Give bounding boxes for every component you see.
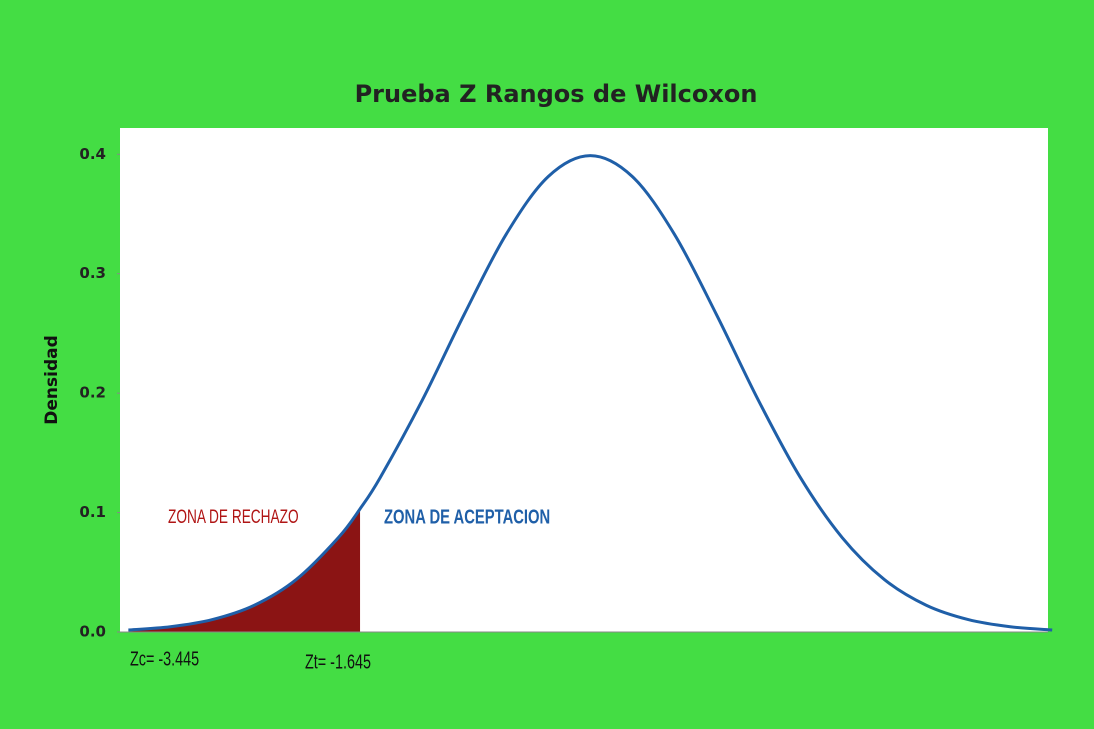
y-tick-label: 0.3 <box>79 264 106 282</box>
chart-title: Prueba Z Rangos de Wilcoxon <box>355 80 758 108</box>
y-tick-label: 0.4 <box>79 145 106 163</box>
annotation: ZONA DE RECHAZO <box>168 506 299 528</box>
annotation: Zt= -1.645 <box>305 650 371 673</box>
y-tick-label: 0.1 <box>79 503 106 521</box>
annotation: Zc= -3.445 <box>130 647 199 670</box>
y-axis-label: Densidad <box>42 335 62 425</box>
y-tick-label: 0.2 <box>79 384 106 402</box>
density-line <box>128 154 1053 632</box>
plot-area <box>120 128 1048 632</box>
rejection-area <box>128 508 361 632</box>
annotation: ZONA DE ACEPTACION <box>384 505 550 528</box>
y-tick-label: 0.0 <box>79 623 106 641</box>
